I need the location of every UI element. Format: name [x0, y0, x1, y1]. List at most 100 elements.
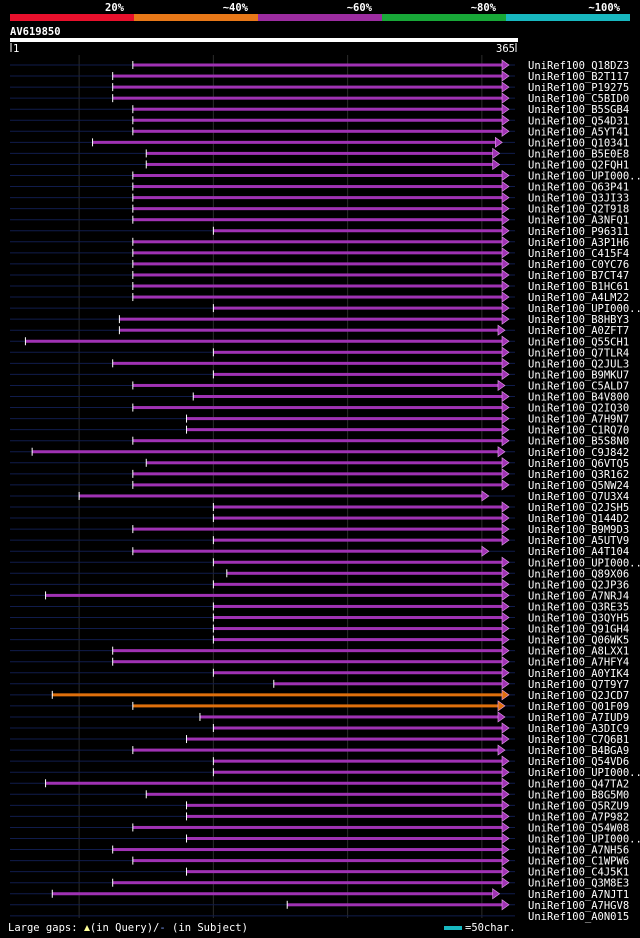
hit-alignment-bar[interactable]	[146, 461, 502, 465]
hit-label[interactable]: UniRef100_Q3R162	[528, 469, 629, 481]
hit-label[interactable]: UniRef100_Q18DZ3	[528, 60, 629, 72]
hit-row[interactable]: UniRef100_B4V800	[10, 390, 629, 404]
hit-label[interactable]: UniRef100_B5E0E8	[528, 148, 629, 160]
hit-label[interactable]: UniRef100_C1RQ70	[528, 425, 629, 437]
hit-label[interactable]: UniRef100_Q2FQH1	[528, 159, 629, 171]
hit-alignment-bar[interactable]	[132, 527, 503, 531]
hit-row[interactable]: UniRef100_Q2JCD7	[10, 689, 629, 702]
hit-alignment-bar[interactable]	[112, 361, 502, 365]
hit-alignment-bar[interactable]	[132, 251, 503, 255]
hit-row[interactable]: UniRef100_Q01F09	[10, 700, 629, 713]
hit-alignment-bar[interactable]	[213, 306, 502, 310]
hit-label[interactable]: UniRef100_Q2JUL3	[528, 358, 629, 370]
hit-row[interactable]: UniRef100_C9J842	[10, 446, 629, 459]
hit-label[interactable]: UniRef100_A7IUD9	[528, 712, 629, 724]
hit-label[interactable]: UniRef100_Q3RE35	[528, 601, 629, 613]
hit-row[interactable]: UniRef100_P96311	[10, 225, 629, 238]
hit-row[interactable]: UniRef100_B8G5M0	[10, 788, 629, 801]
hit-label[interactable]: UniRef100_A7HGV8	[528, 900, 629, 912]
hit-label[interactable]: UniRef100_B8G5M0	[528, 789, 629, 801]
hit-label[interactable]: UniRef100_Q144D2	[528, 513, 629, 525]
hit-alignment-bar[interactable]	[213, 759, 502, 763]
hit-row[interactable]: UniRef100_A7P982	[10, 810, 629, 823]
hit-alignment-bar[interactable]	[52, 892, 493, 896]
hit-alignment-bar[interactable]	[146, 151, 493, 155]
hit-label[interactable]: UniRef100_Q7TLR4	[528, 347, 629, 359]
hit-alignment-bar[interactable]	[132, 218, 503, 222]
hit-alignment-bar[interactable]	[213, 604, 502, 608]
hit-row[interactable]: UniRef100_Q3R162	[10, 468, 629, 481]
hit-alignment-bar[interactable]	[213, 505, 502, 509]
hit-label[interactable]: UniRef100_Q2JSH5	[528, 502, 629, 514]
hit-label[interactable]: UniRef100_Q47TA2	[528, 778, 629, 790]
hit-row[interactable]: UniRef100_A0N015	[10, 911, 629, 923]
hit-label[interactable]: UniRef100_UPI000..	[528, 171, 640, 183]
hit-label[interactable]: UniRef100_B4BGA9	[528, 745, 629, 757]
hit-label[interactable]: UniRef100_A5UTV9	[528, 535, 629, 547]
hit-row[interactable]: UniRef100_C1RQ70	[10, 424, 629, 437]
hit-row[interactable]: UniRef100_Q3RE35	[10, 600, 629, 613]
hit-alignment-bar[interactable]	[132, 240, 503, 244]
hit-row[interactable]: UniRef100_C4J5K1	[10, 866, 629, 879]
hit-row[interactable]: UniRef100_Q6VTQ5	[10, 457, 629, 470]
hit-row[interactable]: UniRef100_Q7U3X4	[10, 490, 629, 503]
hit-row[interactable]: UniRef100_P19275	[10, 81, 629, 94]
hit-label[interactable]: UniRef100_P19275	[528, 82, 629, 94]
hit-alignment-bar[interactable]	[213, 516, 502, 520]
hit-row[interactable]: UniRef100_A7IUD9	[10, 711, 629, 724]
hit-alignment-bar[interactable]	[132, 284, 503, 288]
hit-label[interactable]: UniRef100_A7P982	[528, 811, 629, 823]
hit-alignment-bar[interactable]	[213, 726, 502, 730]
hit-label[interactable]: UniRef100_B9MKU7	[528, 369, 629, 381]
hit-row[interactable]: UniRef100_Q3QYH5	[10, 611, 629, 625]
hit-row[interactable]: UniRef100_B7CT47	[10, 269, 629, 282]
hit-label[interactable]: UniRef100_Q10341	[528, 137, 629, 149]
hit-alignment-bar[interactable]	[25, 339, 503, 343]
hit-row[interactable]: UniRef100_Q47TA2	[10, 777, 629, 790]
hit-alignment-bar[interactable]	[132, 406, 503, 410]
hit-row[interactable]: UniRef100_Q63P41	[10, 180, 629, 194]
hit-row[interactable]: UniRef100_Q7T9Y7	[10, 678, 629, 691]
hit-row[interactable]: UniRef100_C1WPW6	[10, 855, 629, 868]
hit-label[interactable]: UniRef100_C7Q6B1	[528, 734, 629, 746]
hit-label[interactable]: UniRef100_B5SGB4	[528, 104, 629, 116]
hit-row[interactable]: UniRef100_Q89X06	[10, 567, 629, 580]
hit-alignment-bar[interactable]	[112, 660, 502, 664]
hit-alignment-bar[interactable]	[112, 85, 502, 89]
hit-alignment-bar[interactable]	[132, 196, 503, 200]
hit-alignment-bar[interactable]	[79, 494, 482, 498]
hit-row[interactable]: UniRef100_Q54D31	[10, 114, 629, 127]
hit-alignment-bar[interactable]	[112, 848, 502, 852]
hit-label[interactable]: UniRef100_A7NJT1	[528, 889, 629, 901]
hit-row[interactable]: UniRef100_B4BGA9	[10, 744, 629, 757]
hit-alignment-bar[interactable]	[45, 593, 502, 597]
hit-alignment-bar[interactable]	[226, 571, 502, 575]
hit-alignment-bar[interactable]	[112, 881, 502, 885]
hit-label[interactable]: UniRef100_Q5NW24	[528, 480, 629, 492]
hit-alignment-bar[interactable]	[213, 582, 502, 586]
hit-label[interactable]: UniRef100_Q06WK5	[528, 635, 629, 647]
hit-alignment-bar[interactable]	[132, 107, 503, 111]
hit-alignment-bar[interactable]	[213, 350, 502, 354]
hit-alignment-bar[interactable]	[186, 428, 502, 432]
hit-label[interactable]: UniRef100_C1WPW6	[528, 856, 629, 868]
hit-alignment-bar[interactable]	[132, 439, 503, 443]
hit-label[interactable]: UniRef100_Q54VD6	[528, 756, 629, 768]
hit-alignment-bar[interactable]	[186, 417, 502, 421]
hit-alignment-bar[interactable]	[193, 395, 502, 398]
hit-label[interactable]: UniRef100_A4T104	[528, 546, 629, 558]
hit-label[interactable]: UniRef100_B2T117	[528, 71, 629, 83]
hit-label[interactable]: UniRef100_Q3M8E3	[528, 878, 629, 890]
hit-label[interactable]: UniRef100_Q2IQ30	[528, 403, 629, 415]
hit-alignment-bar[interactable]	[119, 328, 498, 332]
hit-row[interactable]: UniRef100_Q3JI33	[10, 192, 629, 205]
hit-alignment-bar[interactable]	[112, 649, 502, 653]
hit-label[interactable]: UniRef100_C0YC76	[528, 259, 629, 271]
hit-row[interactable]: UniRef100_Q18DZ3	[10, 59, 629, 72]
hit-alignment-bar[interactable]	[213, 538, 502, 542]
hit-row[interactable]: UniRef100_Q55CH1	[10, 335, 629, 348]
hit-row[interactable]: UniRef100_C5BID0	[10, 92, 629, 105]
hit-alignment-bar[interactable]	[132, 825, 503, 829]
hit-alignment-bar[interactable]	[132, 207, 503, 211]
hit-alignment-bar[interactable]	[132, 472, 503, 476]
